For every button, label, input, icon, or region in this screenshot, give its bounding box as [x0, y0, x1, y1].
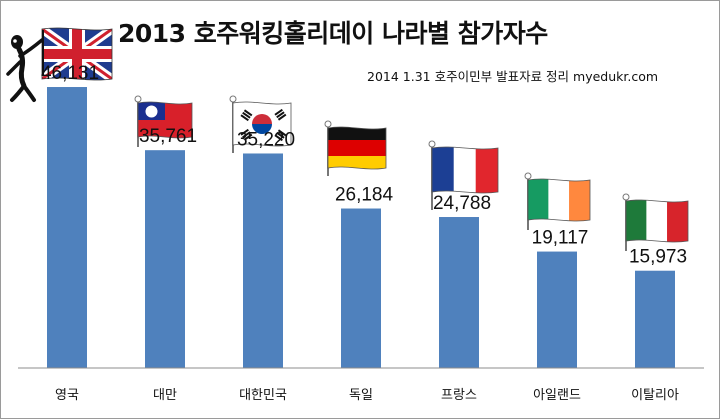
bar	[145, 150, 185, 368]
taiwan-flag-icon	[134, 95, 193, 147]
bar	[243, 153, 283, 368]
flag-bearer-mascot-icon	[6, 30, 44, 102]
bar	[537, 251, 577, 368]
data-label: 26,184	[335, 185, 394, 206]
category-label: 대만	[153, 388, 177, 403]
south-korea-flag-icon	[229, 95, 292, 153]
france-flag-icon	[428, 140, 499, 210]
bar	[341, 208, 381, 368]
category-label: 아일랜드	[533, 388, 581, 403]
germany-flag-icon	[324, 120, 387, 176]
bar	[635, 270, 675, 368]
bar	[47, 87, 87, 369]
category-label: 프랑스	[441, 388, 477, 403]
ireland-flag-icon	[524, 172, 591, 230]
category-label: 대한민국	[239, 388, 287, 403]
chart-title: 2013 호주워킹홀리데이 나라별 참가자수	[118, 19, 548, 48]
italy-flag-icon	[622, 193, 689, 251]
data-label: 35,761	[139, 126, 197, 147]
chart-subtitle: 2014 1.31 호주이민부 발표자료 정리 myedukr.com	[367, 69, 659, 84]
data-label: 15,973	[629, 247, 687, 268]
data-label: 35,220	[237, 129, 295, 150]
data-label: 19,117	[532, 228, 589, 249]
uk-flag-icon	[41, 27, 113, 81]
category-label: 영국	[55, 388, 79, 403]
category-label: 이탈리아	[631, 388, 679, 403]
category-label: 독일	[349, 388, 373, 403]
data-label: 24,788	[433, 193, 491, 214]
bar	[439, 217, 479, 368]
data-label: 46,131	[41, 63, 99, 84]
